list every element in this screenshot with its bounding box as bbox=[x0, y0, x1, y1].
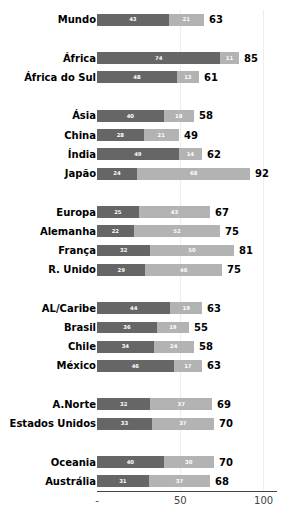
svg-text:70: 70 bbox=[219, 457, 233, 468]
svg-text:19: 19 bbox=[169, 324, 177, 330]
svg-text:África do Sul: África do Sul bbox=[24, 71, 96, 83]
svg-text:Alemanha: Alemanha bbox=[40, 226, 96, 237]
svg-text:46: 46 bbox=[180, 267, 188, 273]
svg-text:46: 46 bbox=[132, 363, 140, 369]
svg-text:21: 21 bbox=[182, 16, 190, 22]
svg-text:AL/Caribe: AL/Caribe bbox=[42, 303, 96, 314]
svg-text:49: 49 bbox=[184, 130, 198, 141]
svg-text:17: 17 bbox=[184, 363, 192, 369]
svg-text:68: 68 bbox=[215, 476, 229, 487]
svg-text:34: 34 bbox=[122, 343, 130, 349]
svg-text:63: 63 bbox=[209, 14, 223, 25]
svg-text:75: 75 bbox=[227, 264, 241, 275]
svg-text:França: França bbox=[58, 245, 96, 256]
svg-text:49: 49 bbox=[134, 151, 142, 157]
svg-text:A.Norte: A.Norte bbox=[53, 399, 97, 410]
svg-text:37: 37 bbox=[176, 478, 184, 484]
svg-text:África: África bbox=[63, 52, 96, 64]
svg-text:48: 48 bbox=[133, 74, 141, 80]
svg-text:62: 62 bbox=[207, 149, 221, 160]
svg-text:30: 30 bbox=[185, 459, 193, 465]
svg-text:14: 14 bbox=[187, 151, 195, 157]
svg-text:11: 11 bbox=[226, 55, 234, 61]
svg-text:31: 31 bbox=[119, 478, 127, 484]
svg-text:68: 68 bbox=[190, 170, 198, 176]
svg-text:85: 85 bbox=[244, 53, 258, 64]
svg-text:Japão: Japão bbox=[64, 168, 96, 179]
svg-text:Índia: Índia bbox=[68, 148, 96, 160]
svg-text:22: 22 bbox=[112, 228, 120, 234]
svg-text:China: China bbox=[64, 130, 96, 141]
svg-text:100: 100 bbox=[254, 495, 273, 506]
svg-text:50: 50 bbox=[174, 495, 187, 506]
svg-text:Europa: Europa bbox=[56, 207, 96, 218]
svg-text:24: 24 bbox=[170, 343, 178, 349]
svg-text:75: 75 bbox=[225, 226, 239, 237]
svg-text:13: 13 bbox=[184, 74, 192, 80]
svg-text:28: 28 bbox=[117, 132, 125, 138]
svg-text:44: 44 bbox=[130, 305, 138, 311]
svg-text:Austrália: Austrália bbox=[45, 476, 96, 487]
svg-text:74: 74 bbox=[155, 55, 163, 61]
svg-text:37: 37 bbox=[179, 420, 187, 426]
svg-text:50: 50 bbox=[188, 247, 196, 253]
svg-text:40: 40 bbox=[127, 113, 135, 119]
svg-text:R. Unido: R. Unido bbox=[48, 264, 96, 275]
svg-text:63: 63 bbox=[207, 303, 221, 314]
svg-text:33: 33 bbox=[121, 420, 129, 426]
svg-text:55: 55 bbox=[194, 322, 208, 333]
svg-text:70: 70 bbox=[219, 418, 233, 429]
svg-text:19: 19 bbox=[182, 305, 190, 311]
svg-text:36: 36 bbox=[123, 324, 131, 330]
svg-text:Mundo: Mundo bbox=[58, 14, 96, 25]
svg-text:69: 69 bbox=[217, 399, 231, 410]
svg-text:México: México bbox=[57, 360, 97, 371]
svg-text:40: 40 bbox=[127, 459, 135, 465]
svg-text:37: 37 bbox=[177, 401, 185, 407]
svg-text:Brasil: Brasil bbox=[64, 322, 96, 333]
svg-text:24: 24 bbox=[113, 170, 121, 176]
svg-text:32: 32 bbox=[120, 247, 128, 253]
svg-text:Estados Unidos: Estados Unidos bbox=[10, 418, 96, 429]
svg-text:63: 63 bbox=[207, 360, 221, 371]
svg-text:61: 61 bbox=[204, 72, 218, 83]
svg-text:43: 43 bbox=[129, 16, 137, 22]
svg-text:21: 21 bbox=[157, 132, 165, 138]
svg-text:52: 52 bbox=[173, 228, 181, 234]
svg-text:29: 29 bbox=[117, 267, 125, 273]
svg-text:Chile: Chile bbox=[68, 341, 96, 352]
svg-text:92: 92 bbox=[255, 168, 269, 179]
svg-text:25: 25 bbox=[114, 209, 122, 215]
svg-text:43: 43 bbox=[171, 209, 179, 215]
svg-text:67: 67 bbox=[215, 207, 229, 218]
svg-text:-: - bbox=[95, 495, 99, 506]
svg-text:32: 32 bbox=[120, 401, 128, 407]
svg-text:Oceania: Oceania bbox=[51, 457, 96, 468]
svg-text:58: 58 bbox=[199, 341, 213, 352]
svg-text:Ásia: Ásia bbox=[72, 109, 96, 121]
svg-text:81: 81 bbox=[239, 245, 253, 256]
svg-text:58: 58 bbox=[199, 110, 213, 121]
svg-text:18: 18 bbox=[175, 113, 183, 119]
